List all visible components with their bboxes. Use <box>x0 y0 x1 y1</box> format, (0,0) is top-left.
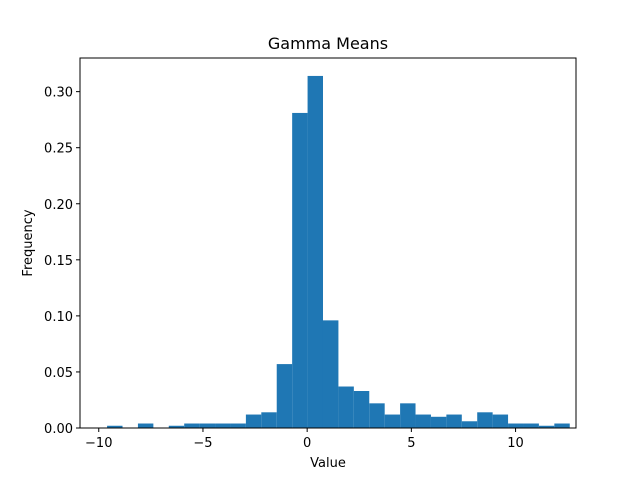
histogram-bar <box>446 414 462 428</box>
histogram-bar <box>554 423 570 428</box>
histogram-bar <box>369 403 385 428</box>
y-tick-label: 0.00 <box>44 422 73 437</box>
x-tick-label: 10 <box>507 436 524 451</box>
histogram-bar <box>215 423 231 428</box>
histogram-bar <box>292 112 308 428</box>
plot-area-frame <box>79 57 577 429</box>
histogram-bar <box>400 403 416 428</box>
x-tick-label: −10 <box>85 436 112 451</box>
histogram-bar <box>477 412 493 428</box>
y-tick-label: 0.05 <box>44 366 73 381</box>
histogram-bar <box>276 364 293 428</box>
histogram-bar <box>199 423 216 428</box>
histogram-bar <box>137 423 154 428</box>
y-tick-label: 0.20 <box>44 198 73 213</box>
histogram-bar <box>538 425 555 428</box>
histogram-bar <box>168 425 185 428</box>
y-axis-label: Frequency <box>21 209 36 276</box>
x-tick-label: 5 <box>407 436 415 451</box>
bars-group <box>107 75 570 428</box>
x-tick-label: −5 <box>193 436 212 451</box>
histogram-bar <box>430 416 447 428</box>
y-tick-label: 0.30 <box>44 86 73 101</box>
y-tick-label: 0.25 <box>44 142 73 157</box>
histogram-bar <box>261 412 277 428</box>
histogram-bar <box>322 320 339 428</box>
x-axis-label: Value <box>310 456 346 471</box>
histogram-bar <box>338 386 354 428</box>
x-axis: −10 −5 0 5 10 <box>85 428 524 451</box>
histogram-bar <box>492 414 509 428</box>
histogram-bar <box>461 421 478 428</box>
y-tick-label: 0.10 <box>44 310 73 325</box>
histogram-bar <box>415 414 431 428</box>
histogram-bar <box>384 414 401 428</box>
histogram-bar <box>353 391 370 428</box>
histogram-bar <box>307 75 323 428</box>
y-axis: 0.00 0.05 0.10 0.15 0.20 0.25 0.30 <box>44 86 80 437</box>
histogram-bar <box>184 423 200 428</box>
histogram-bar <box>508 423 524 428</box>
chart-title: Gamma Means <box>268 34 388 53</box>
histogram-bar <box>107 425 123 428</box>
histogram-bar <box>523 423 539 428</box>
histogram-bar <box>230 423 246 428</box>
x-tick-label: 0 <box>303 436 311 451</box>
y-tick-label: 0.15 <box>44 254 73 269</box>
histogram-bar <box>245 414 262 428</box>
